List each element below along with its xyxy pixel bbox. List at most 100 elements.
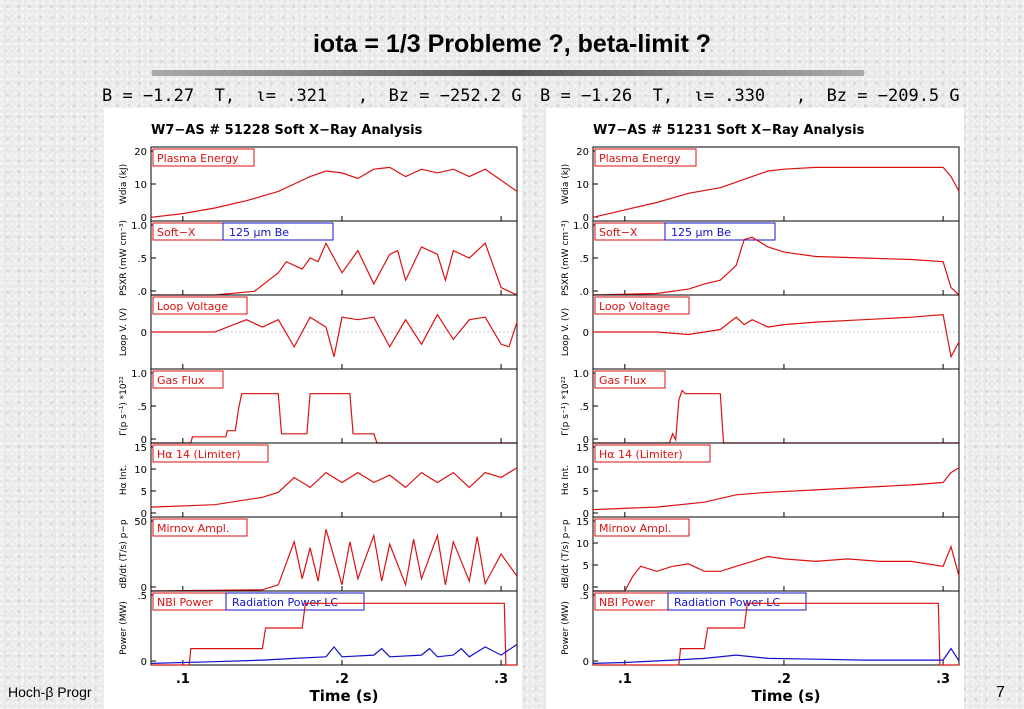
right-series-red-6 — [593, 602, 959, 666]
left-ytick-label-4-2: 5 — [141, 487, 147, 498]
right-panel-frame-6 — [592, 590, 960, 666]
left-ylabel-5: dB/dt (T/s) p−p — [119, 519, 129, 588]
left-label2-box-1 — [222, 222, 334, 241]
right-series-blue-6 — [592, 647, 960, 664]
left-ylabel-2: Loop V. (V) — [119, 308, 129, 356]
right-label-6: NBI Power — [599, 596, 655, 609]
left-ylabel-1: PSXR (mW cm⁻³) — [119, 220, 129, 296]
right-ytick-label-4-0: 15 — [576, 443, 589, 454]
right-panel-3: 1.0 .5 0 Γ(p s⁻¹) *10²² Gas Flux — [561, 368, 960, 446]
chart-svg-right: W7−AS # 51231 Soft X−Ray Analysis 20 10 0 Wd… — [561, 123, 960, 705]
left-label-box-3 — [152, 370, 224, 389]
right-label-0: Plasma Energy — [599, 152, 681, 165]
left-chart-title: W7−AS # 51228 Soft X−Ray Analysis — [151, 123, 423, 138]
left-ylabel-0: Wdia (kJ) — [119, 164, 129, 204]
slide-title: iota = 1/3 Probleme ?, beta-limit ? — [312, 30, 711, 58]
right-ytick-label-1-1: .5 — [579, 254, 589, 265]
left-panel-5: 50 0 dB/dt (T/s) p−p Mirnov Ampl. — [119, 516, 518, 594]
right-chart-title: W7−AS # 51231 Soft X−Ray Analysis — [593, 123, 865, 138]
right-series-red-4 — [592, 467, 960, 511]
left-ytick-label-3-0: 1.0 — [131, 369, 147, 380]
left-ytick-label-3-1: .5 — [137, 402, 147, 413]
left-series-red-5 — [150, 529, 518, 592]
left-ytick-label-1-1: .5 — [137, 254, 147, 265]
left-ytick-label-6-1: 0 — [141, 657, 147, 668]
left-series-red-3 — [151, 393, 517, 444]
right-ytick-label-5-0: 15 — [576, 517, 589, 528]
left-panel-1: 1.0 .5 .0 PSXR (mW cm⁻³) Soft−X 125 μm Be — [119, 220, 518, 298]
right-ytick-label-4-2: 5 — [583, 487, 589, 498]
right-label-3: Gas Flux — [599, 374, 647, 387]
footer-text: Hoch-β Progr — [8, 684, 92, 700]
right-ytick-label-1-0: 1.0 — [573, 221, 589, 232]
left-ytick-label-1-0: 1.0 — [131, 221, 147, 232]
left-label-2: Loop Voltage — [157, 300, 228, 313]
right-ytick-label-4-1: 10 — [576, 465, 589, 476]
left-xtick-label-1: .2 — [335, 672, 349, 687]
right-label2-1: 125 μm Be — [671, 226, 731, 239]
right-label2-box-6 — [667, 592, 807, 611]
params-left: B = −1.27 T, ι= .321 , Bz = −252.2 G — [102, 86, 522, 106]
right-label-5: Mirnov Ampl. — [599, 522, 671, 535]
right-ytick-label-6-1: 0 — [583, 657, 589, 668]
right-ytick-label-4-3: 0 — [583, 509, 589, 520]
right-ytick-label-6-0: .5 — [579, 591, 589, 602]
right-ytick-label-5-1: 10 — [576, 539, 589, 550]
left-series-red-6 — [151, 602, 517, 666]
right-ylabel-6: Power (MW) — [561, 601, 571, 655]
right-ytick-label-5-2: 5 — [583, 561, 589, 572]
title-underline — [152, 70, 864, 76]
params-right: B = −1.26 T, ι= .330 , Bz = −209.5 G — [540, 86, 960, 106]
right-ylabel-3: Γ(p s⁻¹) *10²² — [561, 376, 571, 436]
right-series-red-0 — [592, 166, 960, 218]
right-ylabel-2: Loop V. (V) — [561, 308, 571, 356]
left-ylabel-6: Power (MW) — [119, 601, 129, 655]
right-ytick-label-0-0: 20 — [576, 147, 589, 158]
left-xtick-label-2: .3 — [494, 672, 508, 687]
right-label-1: Soft−X — [599, 226, 638, 239]
right-ytick-label-1-2: .0 — [579, 287, 589, 298]
right-label2-6: Radiation Power LC — [674, 596, 780, 609]
right-panel-6: .5 0 Power (MW) NBI Power Radiation Power LC — [561, 590, 960, 668]
left-series-red-2 — [151, 313, 518, 357]
right-panel-0: 20 10 0 Wdia (kJ) Plasma Energy — [561, 146, 960, 224]
right-series-red-1 — [592, 236, 960, 296]
right-ylabel-4: Hα Int. — [561, 465, 571, 495]
right-ylabel-0: Wdia (kJ) — [561, 164, 571, 204]
right-label-box-3 — [594, 370, 666, 389]
right-panel-2: 0 Loop V. (V) Loop Voltage — [561, 294, 960, 370]
left-ytick-label-4-3: 0 — [141, 509, 147, 520]
left-ytick-label-5-0: 50 — [134, 517, 147, 528]
right-series-red-3 — [593, 389, 959, 444]
right-label-box-4 — [594, 444, 711, 463]
left-ytick-label-0-1: 10 — [134, 180, 147, 191]
right-ylabel-5: dB/dt (T/s) p−p — [561, 519, 571, 588]
left-ytick-label-6-0: .5 — [137, 591, 147, 602]
right-ytick-label-3-1: .5 — [579, 402, 589, 413]
left-label2-1: 125 μm Be — [229, 226, 289, 239]
chart-panel-right: W7−AS # 51231 Soft X−Ray Analysis 20 10 0 Wd… — [546, 108, 964, 709]
right-label-box-5 — [594, 518, 690, 537]
left-xtick-label-0: .1 — [176, 672, 190, 687]
right-xtick-label-2: .3 — [936, 672, 950, 687]
left-label2-6: Radiation Power LC — [232, 596, 338, 609]
left-series-red-0 — [150, 166, 518, 218]
right-xtick-label-0: .1 — [618, 672, 632, 687]
left-xlabel: Time (s) — [309, 687, 378, 705]
left-ytick-label-2-0: 0 — [141, 328, 147, 339]
right-panel-1: 1.0 .5 .0 PSXR (mW cm⁻³) Soft−X 125 μm Be — [561, 220, 960, 298]
chart-panel-left: W7−AS # 51228 Soft X−Ray Analysis 20 10 0 Wd… — [104, 108, 522, 709]
left-label-box-2 — [152, 296, 248, 315]
left-label-1: Soft−X — [157, 226, 196, 239]
left-panel-0: 20 10 0 Wdia (kJ) Plasma Energy — [119, 146, 518, 224]
right-label-box-2 — [594, 296, 690, 315]
left-series-red-1 — [151, 241, 518, 296]
left-series-blue-6 — [150, 643, 518, 664]
left-panel-frame-6 — [150, 590, 518, 666]
left-panel-6: .5 0 Power (MW) NBI Power Radiation Power LC — [119, 590, 518, 668]
left-panel-4: 15 10 5 0 Hα Int. Hα 14 (Limiter) — [119, 442, 518, 520]
right-ytick-label-2-0: 0 — [583, 328, 589, 339]
left-label-3: Gas Flux — [157, 374, 205, 387]
left-ylabel-3: Γ(p s⁻¹) *10²² — [119, 376, 129, 436]
right-ytick-label-3-0: 1.0 — [573, 369, 589, 380]
